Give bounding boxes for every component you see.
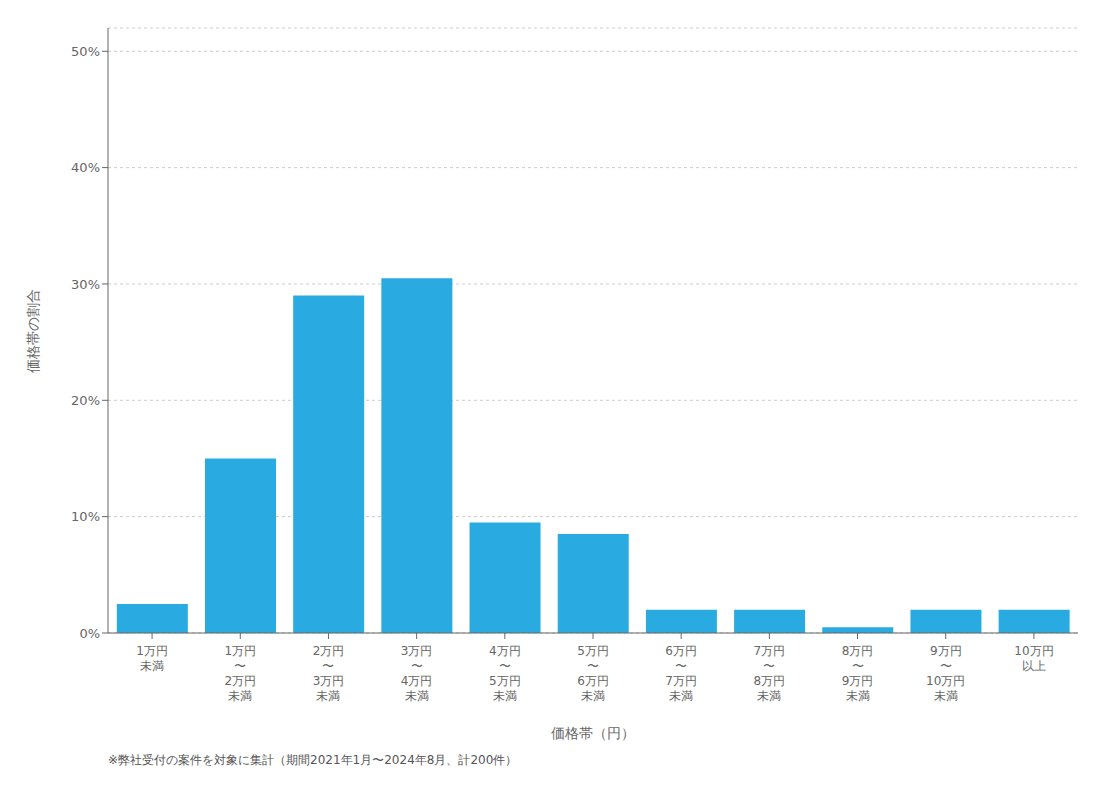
svg-text:2万円〜3万円未満: 2万円〜3万円未満 bbox=[313, 644, 345, 703]
svg-text:9万円〜10万円未満: 9万円〜10万円未満 bbox=[926, 644, 965, 703]
svg-text:価格帯（円）: 価格帯（円） bbox=[551, 725, 635, 741]
svg-text:30%: 30% bbox=[71, 277, 100, 292]
svg-text:7万円〜8万円未満: 7万円〜8万円未満 bbox=[754, 644, 786, 703]
html-text:※弊社受付の案件を対象に集計（期間2021年1月〜2024年: ※弊社受付の案件を対象に集計（期間2021年1月〜2024年8月、計200件） bbox=[108, 753, 518, 767]
svg-text:価格帯の割合: 価格帯の割合 bbox=[25, 289, 41, 373]
svg-text:20%: 20% bbox=[71, 393, 100, 408]
svg-text:6万円〜7万円未満: 6万円〜7万円未満 bbox=[665, 644, 697, 703]
svg-text:3万円〜4万円未満: 3万円〜4万円未満 bbox=[401, 644, 433, 703]
svg-text:5万円〜6万円未満: 5万円〜6万円未満 bbox=[577, 644, 609, 703]
svg-text:50%: 50% bbox=[71, 44, 100, 59]
svg-text:0%: 0% bbox=[79, 626, 100, 641]
svg-text:1万円〜2万円未満: 1万円〜2万円未満 bbox=[224, 644, 256, 703]
svg-text:40%: 40% bbox=[71, 160, 100, 175]
svg-text:10%: 10% bbox=[71, 509, 100, 524]
svg-text:10万円以上: 10万円以上 bbox=[1014, 644, 1053, 673]
svg-text:1万円未満: 1万円未満 bbox=[136, 644, 168, 673]
svg-text:4万円〜5万円未満: 4万円〜5万円未満 bbox=[489, 644, 521, 703]
svg-text:8万円〜9万円未満: 8万円〜9万円未満 bbox=[842, 644, 874, 703]
